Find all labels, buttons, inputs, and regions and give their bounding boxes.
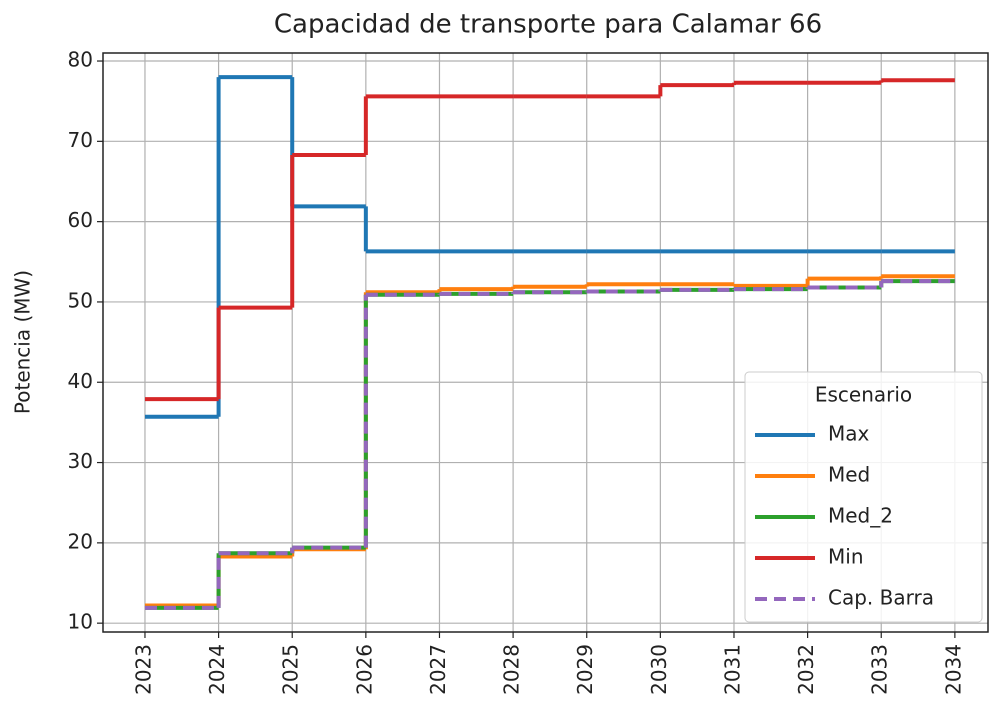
plot-frame (102, 52, 989, 633)
x-tick-label: 2025 (279, 644, 303, 695)
legend-label: Med_2 (828, 504, 893, 528)
y-tick-label: 10 (68, 610, 93, 634)
x-tick-label: 2026 (352, 644, 376, 695)
series-line (144, 78, 955, 402)
legend-box (744, 371, 983, 623)
x-tick-label: 2030 (647, 644, 671, 695)
x-tick-label: 2023 (131, 644, 155, 695)
y-tick-label: 60 (68, 208, 93, 232)
chart-title: Capacidad de transporte para Calamar 66 (274, 10, 822, 40)
x-tick-label: 2033 (868, 644, 892, 695)
x-tick-label: 2027 (426, 644, 450, 695)
y-tick-label: 40 (68, 369, 93, 393)
series-line (144, 279, 955, 610)
legend-label: Max (828, 422, 870, 446)
legend-label: Min (828, 545, 864, 569)
y-tick-label: 80 (68, 48, 93, 72)
x-tick-label: 2028 (500, 644, 524, 695)
legend-label: Med (828, 463, 870, 487)
y-tick-label: 30 (68, 449, 93, 473)
legend-label: Cap. Barra (828, 586, 934, 610)
y-tick-label: 70 (68, 128, 93, 152)
x-tick-label: 2029 (573, 644, 597, 695)
x-tick-label: 2032 (794, 644, 818, 695)
legend: Escenario Max Med Med_2 Min Cap. Barra (744, 371, 983, 623)
x-tick-label: 2031 (720, 644, 744, 695)
x-tick-label: 2024 (205, 644, 229, 695)
y-tick-label: 20 (68, 529, 93, 553)
y-axis-label: Potencia (MW) (11, 270, 35, 414)
x-tick-label: 2034 (941, 644, 965, 695)
y-tick-label: 50 (68, 288, 93, 312)
series-line (144, 75, 955, 419)
legend-title: Escenario (815, 383, 912, 407)
